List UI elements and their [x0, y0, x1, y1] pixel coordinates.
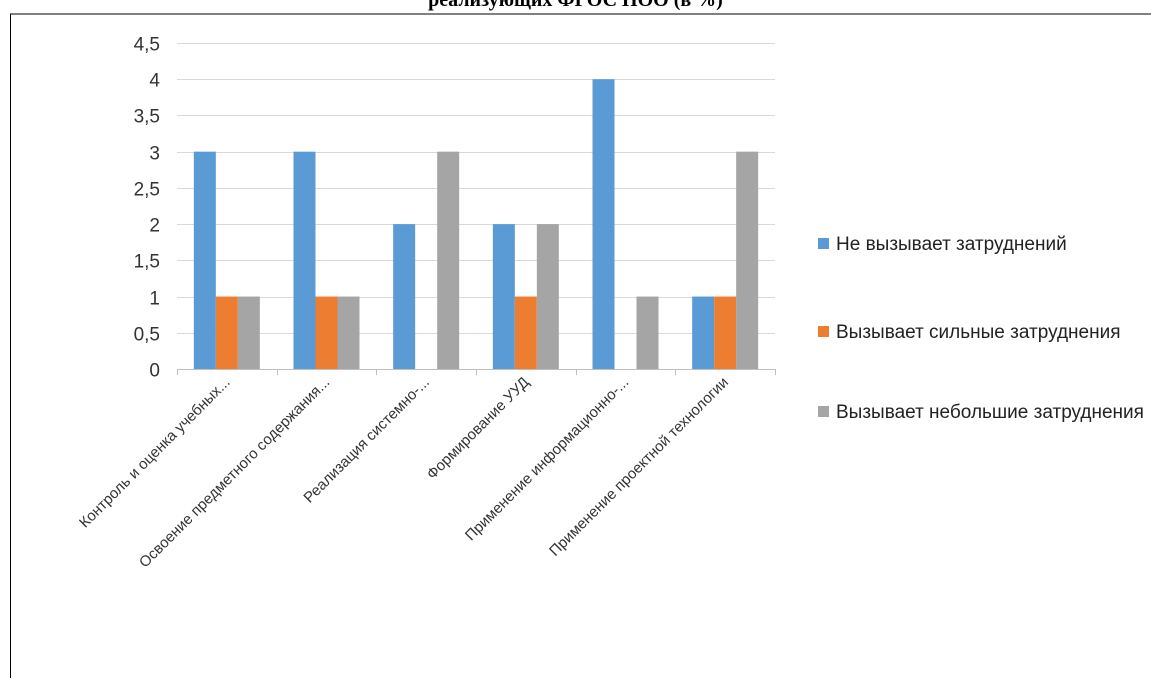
bar-s1-c3: [514, 296, 537, 369]
y-tick-label-8: 4: [149, 71, 160, 92]
bar-s2-c5: [736, 151, 759, 369]
bar-s0-c2: [393, 224, 416, 369]
axes: [177, 369, 776, 375]
y-tick-label-0: 0: [149, 361, 160, 382]
bar-s0-c1: [293, 151, 316, 369]
legend-swatch-1: [818, 326, 829, 337]
y-tick-label-2: 1: [149, 289, 160, 310]
x-tick-label-5: Применение проектной технологии: [546, 374, 732, 560]
legend-item-0: Не вызывает затруднений: [818, 230, 1146, 260]
x-tick-labels: Контроль и оценка учебных...Освоение пре…: [76, 374, 732, 571]
bar-s1-c1: [315, 296, 338, 369]
bar-s2-c0: [237, 296, 260, 369]
bar-s0-c4: [592, 79, 615, 369]
y-tick-label-6: 3: [149, 144, 160, 165]
legend-item-2: Вызывает небольшие затруднения: [818, 398, 1146, 428]
legend-item-1: Вызывает сильные затруднения: [818, 318, 1146, 348]
y-tick-label-4: 2: [149, 216, 160, 237]
x-tick-label-1: Освоение предметного содержания...: [136, 374, 333, 571]
y-tick-labels: 0 0,5 1 1,5 2 2,5 3 3,5 4 4,5: [134, 35, 161, 382]
y-tick-label-7: 3,5: [134, 107, 160, 128]
bar-s1-c5: [714, 296, 737, 369]
bar-s2-c1: [337, 296, 360, 369]
legend-label-0: Не вызывает затруднений: [836, 234, 1067, 255]
x-tick-label-4: Применение информационно-...: [462, 374, 632, 544]
bar-s1-c0: [215, 296, 238, 369]
bars: [193, 79, 759, 369]
y-tick-label-5: 2,5: [134, 180, 160, 201]
y-tick-label-3: 1,5: [134, 252, 160, 273]
bar-s2-c3: [536, 224, 559, 369]
legend-swatch-0: [818, 238, 829, 249]
gridlines: [177, 43, 775, 334]
bar-s2-c4: [636, 296, 659, 369]
bar-s0-c5: [692, 296, 715, 369]
bar-s2-c2: [437, 151, 460, 369]
chart-title: реализующих ФГОС НОО (в %): [428, 0, 723, 11]
legend-swatch-2: [818, 406, 829, 417]
bar-s0-c0: [193, 151, 216, 369]
legend-label-1: Вызывает сильные затруднения: [836, 322, 1121, 343]
bar-s0-c3: [492, 224, 515, 369]
y-tick-label-1: 0,5: [134, 325, 160, 346]
x-tick-label-3: Формирование УУД: [424, 374, 533, 483]
y-tick-label-9: 4,5: [134, 35, 160, 56]
legend-label-2: Вызывает небольшие затруднения: [836, 402, 1144, 423]
